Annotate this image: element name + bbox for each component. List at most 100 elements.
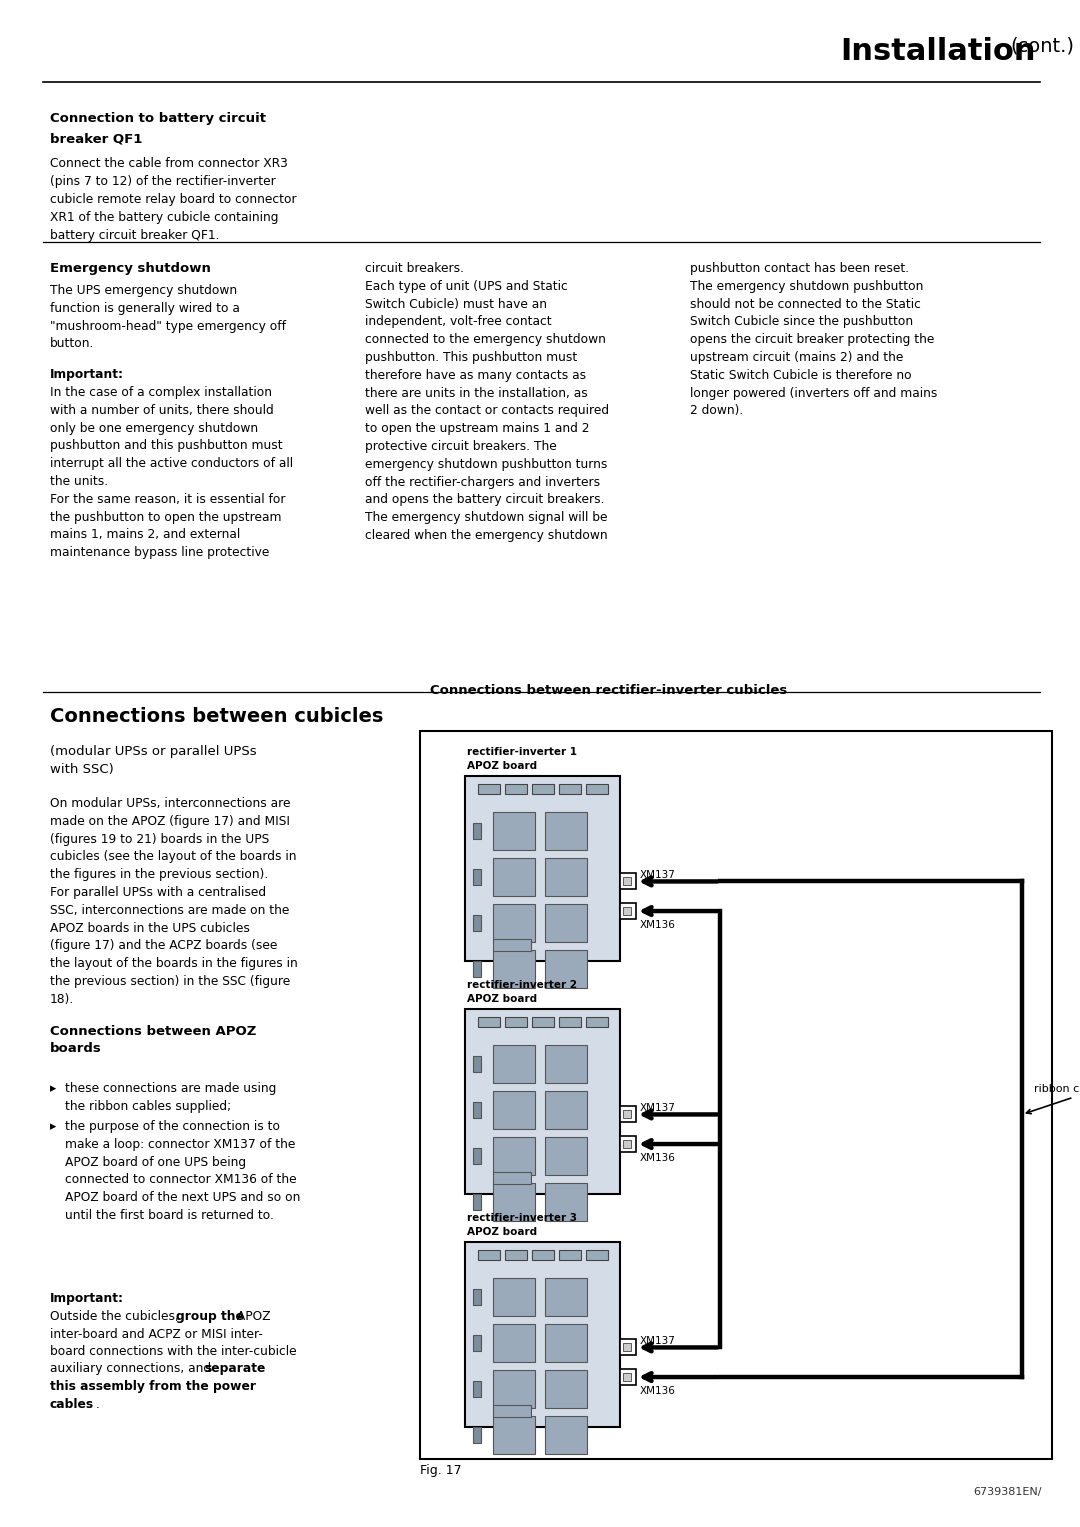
Bar: [473, 1194, 481, 1209]
Text: separate: separate: [204, 1362, 266, 1374]
Bar: [585, 783, 607, 794]
Text: XM136: XM136: [640, 1153, 676, 1164]
Text: Connections between cubicles: Connections between cubicles: [50, 707, 383, 725]
Bar: [492, 1405, 531, 1417]
Bar: [623, 878, 631, 886]
Text: board connections with the inter-cubicle: board connections with the inter-cubicle: [50, 1345, 297, 1358]
Bar: [620, 1107, 636, 1122]
Bar: [558, 1017, 581, 1028]
Text: Connect the cable from connector XR3
(pins 7 to 12) of the rectifier-inverter
cu: Connect the cable from connector XR3 (pi…: [50, 157, 297, 241]
Bar: [465, 1009, 620, 1194]
Text: APOZ board: APOZ board: [467, 994, 537, 1003]
Bar: [545, 1370, 588, 1408]
Bar: [545, 812, 588, 851]
Bar: [473, 960, 481, 977]
Text: Connection to battery circuit: Connection to battery circuit: [50, 111, 266, 125]
Bar: [473, 1428, 481, 1443]
Bar: [545, 1044, 588, 1083]
Bar: [545, 1416, 588, 1454]
Text: group the: group the: [176, 1310, 244, 1322]
Bar: [473, 1148, 481, 1164]
Text: APOZ board: APOZ board: [467, 1228, 537, 1237]
Bar: [623, 907, 631, 915]
Text: Outside the cubicles,: Outside the cubicles,: [50, 1310, 183, 1322]
Text: In the case of a complex installation
with a number of units, there should
only : In the case of a complex installation wi…: [50, 386, 293, 559]
Bar: [531, 783, 554, 794]
Bar: [473, 1289, 481, 1306]
Bar: [473, 1102, 481, 1118]
Text: Installation: Installation: [840, 37, 1036, 66]
Text: On modular UPSs, interconnections are
made on the APOZ (figure 17) and MISI
(fig: On modular UPSs, interconnections are ma…: [50, 797, 298, 1006]
Text: ▸: ▸: [50, 1119, 56, 1133]
Text: rectifier-inverter 3: rectifier-inverter 3: [467, 1212, 577, 1223]
Bar: [492, 939, 531, 951]
Bar: [492, 1138, 535, 1174]
Bar: [492, 1416, 535, 1454]
Bar: [545, 1183, 588, 1222]
Bar: [492, 1324, 535, 1362]
Bar: [492, 812, 535, 851]
Bar: [620, 1136, 636, 1151]
Text: the purpose of the connection is to
make a loop: connector XM137 of the
APOZ boa: the purpose of the connection is to make…: [65, 1119, 300, 1222]
Text: ribbon cables supplied: ribbon cables supplied: [1026, 1084, 1080, 1113]
Bar: [420, 731, 1052, 1458]
Text: auxiliary connections, and: auxiliary connections, and: [50, 1362, 215, 1374]
Text: XM137: XM137: [640, 1104, 676, 1113]
Bar: [620, 902, 636, 919]
Text: inter-board and ACPZ or MISI inter-: inter-board and ACPZ or MISI inter-: [50, 1328, 262, 1341]
Bar: [492, 1090, 535, 1128]
Text: 6739381EN/: 6739381EN/: [973, 1487, 1042, 1496]
Text: APOZ board: APOZ board: [467, 760, 537, 771]
Bar: [585, 1017, 607, 1028]
Text: Connections between APOZ
boards: Connections between APOZ boards: [50, 1025, 256, 1055]
Text: rectifier-inverter 1: rectifier-inverter 1: [467, 747, 577, 757]
Bar: [477, 1251, 499, 1260]
Bar: [545, 950, 588, 988]
Bar: [545, 1090, 588, 1128]
Bar: [473, 915, 481, 931]
Bar: [492, 1044, 535, 1083]
Bar: [545, 904, 588, 942]
Text: Important:: Important:: [50, 368, 124, 382]
Text: XM137: XM137: [640, 870, 676, 881]
Bar: [473, 1335, 481, 1351]
Bar: [473, 1380, 481, 1397]
Text: The UPS emergency shutdown
function is generally wired to a
"mushroom-head" type: The UPS emergency shutdown function is g…: [50, 284, 286, 350]
Bar: [545, 1138, 588, 1174]
Text: Connections between rectifier-inverter cubicles: Connections between rectifier-inverter c…: [430, 684, 787, 696]
Bar: [585, 1251, 607, 1260]
Text: this assembly from the power: this assembly from the power: [50, 1380, 256, 1393]
Bar: [465, 776, 620, 960]
Bar: [531, 1017, 554, 1028]
Bar: [504, 1251, 527, 1260]
Bar: [504, 783, 527, 794]
Bar: [492, 1370, 535, 1408]
Bar: [477, 783, 499, 794]
Bar: [492, 1173, 531, 1183]
Bar: [473, 1057, 481, 1072]
Bar: [465, 1241, 620, 1428]
Bar: [620, 1370, 636, 1385]
Text: pushbutton contact has been reset.
The emergency shutdown pushbutton
should not : pushbutton contact has been reset. The e…: [690, 263, 937, 417]
Bar: [620, 873, 636, 889]
Bar: [473, 869, 481, 886]
Text: breaker QF1: breaker QF1: [50, 131, 143, 145]
Bar: [545, 858, 588, 896]
Bar: [623, 1141, 631, 1148]
Bar: [492, 904, 535, 942]
Bar: [492, 1183, 535, 1222]
Bar: [531, 1251, 554, 1260]
Bar: [545, 1324, 588, 1362]
Text: .: .: [96, 1399, 99, 1411]
Bar: [623, 1373, 631, 1380]
Bar: [473, 823, 481, 838]
Text: XM136: XM136: [640, 921, 676, 930]
Text: rectifier-inverter 2: rectifier-inverter 2: [467, 980, 577, 989]
Bar: [558, 1251, 581, 1260]
Text: XM137: XM137: [640, 1336, 676, 1347]
Text: (modular UPSs or parallel UPSs
with SSC): (modular UPSs or parallel UPSs with SSC): [50, 745, 257, 776]
Text: these connections are made using
the ribbon cables supplied;: these connections are made using the rib…: [65, 1083, 276, 1113]
Text: cables: cables: [50, 1399, 94, 1411]
Text: Important:: Important:: [50, 1292, 124, 1306]
Text: APOZ: APOZ: [233, 1310, 270, 1322]
